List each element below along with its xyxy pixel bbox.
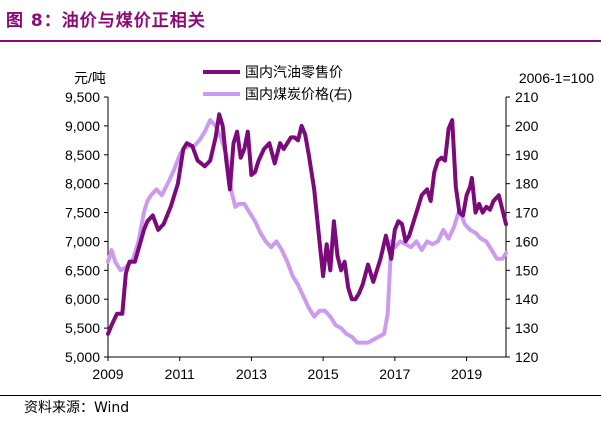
y-left-tick-label: 7,000 [65, 233, 100, 249]
y-right-tick-label: 170 [515, 205, 539, 221]
y-left-tick-label: 6,000 [65, 291, 100, 307]
y-right-tick-label: 160 [515, 233, 539, 249]
y-right-tick-label: 190 [515, 147, 539, 163]
x-tick-label: 2009 [92, 366, 123, 382]
legend-label-coal-price: 国内煤炭价格(右) [245, 86, 352, 102]
chart: 5,000 5,500 6,000 6,500 7,000 7,500 8,000 8,500… [65, 64, 594, 382]
y-right-tick-label: 150 [515, 262, 539, 278]
source-note: 资料来源：Wind [24, 400, 130, 416]
title-rule [0, 40, 601, 42]
y-left-unit-label: 元/吨 [74, 70, 106, 86]
y-left-tick-label: 8,000 [65, 176, 100, 192]
series-line-coal-price [106, 118, 508, 345]
y-right-tick-label: 130 [515, 320, 539, 336]
y-left-tick-label: 8,500 [65, 147, 100, 163]
y-left-tick-label: 5,500 [65, 320, 100, 336]
series-line-gasoline-price [106, 112, 508, 336]
y-left-tick-label: 6,500 [65, 262, 100, 278]
x-tick-label: 2019 [451, 366, 482, 382]
y-left-tick-label: 9,500 [65, 89, 100, 105]
y-right-tick-label: 200 [515, 118, 539, 134]
chart-series [106, 112, 508, 345]
chart-axes: 5,000 5,500 6,000 6,500 7,000 7,500 8,000 8,500… [65, 70, 594, 382]
y-left-tick-label: 9,000 [65, 118, 100, 134]
x-tick-label: 2017 [379, 366, 410, 382]
x-tick-label: 2011 [165, 366, 195, 382]
x-tick-label: 2013 [236, 366, 267, 382]
y-right-tick-label: 180 [515, 176, 539, 192]
y-right-note-label: 2006-1=100 [519, 70, 594, 86]
y-right-tick-label: 210 [515, 89, 539, 105]
y-right-tick-label: 120 [515, 349, 539, 365]
x-tick-label: 2015 [308, 366, 339, 382]
y-right-tick-label: 140 [515, 291, 539, 307]
source-rule [0, 395, 601, 396]
figure-title: 图 8：油价与煤价正相关 [6, 11, 206, 31]
legend-label-gasoline-price: 国内汽油零售价 [245, 64, 343, 80]
y-left-tick-label: 5,000 [65, 349, 100, 365]
y-left-tick-label: 7,500 [65, 205, 100, 221]
